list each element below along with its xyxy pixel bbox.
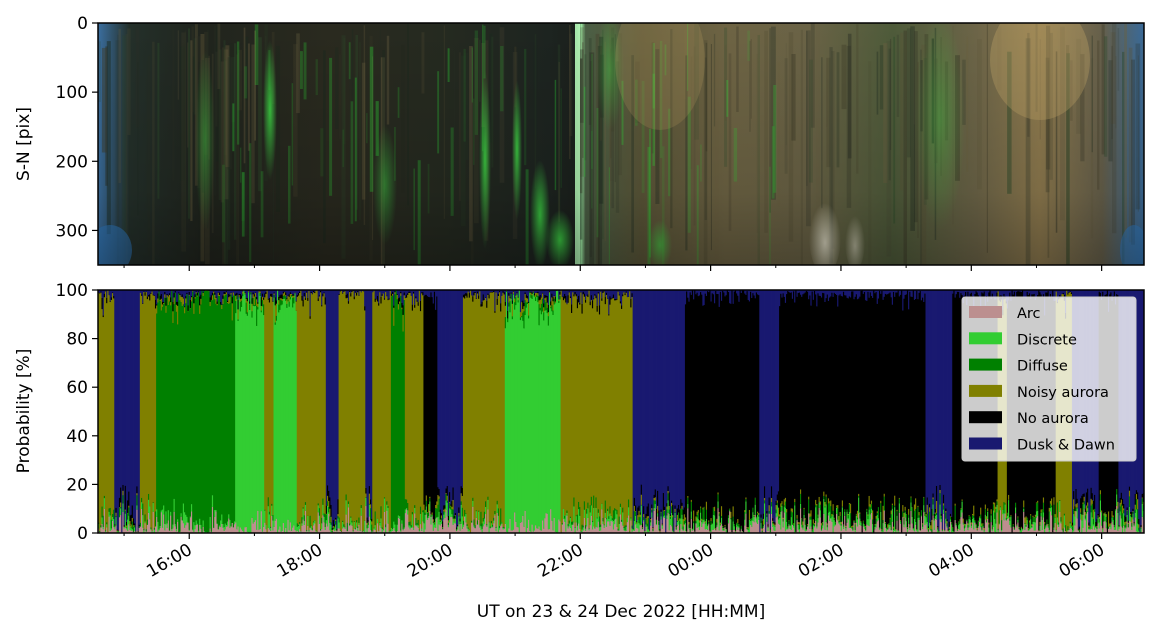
keogram-y-tick-label: 200 — [56, 152, 88, 172]
keogram-y-tick-label: 0 — [77, 14, 88, 34]
keogram-panel: 0 100 200 300 S-N [pix] — [14, 0, 1148, 305]
keogram-y-axis: 0 100 200 300 — [56, 14, 98, 241]
keogram-y-tick-label: 100 — [56, 83, 88, 103]
keogram-y-tick-label: 300 — [56, 221, 88, 241]
keogram-x-ticks — [124, 265, 1102, 271]
keogram-y-axis-label: S-N [pix] — [14, 107, 34, 181]
